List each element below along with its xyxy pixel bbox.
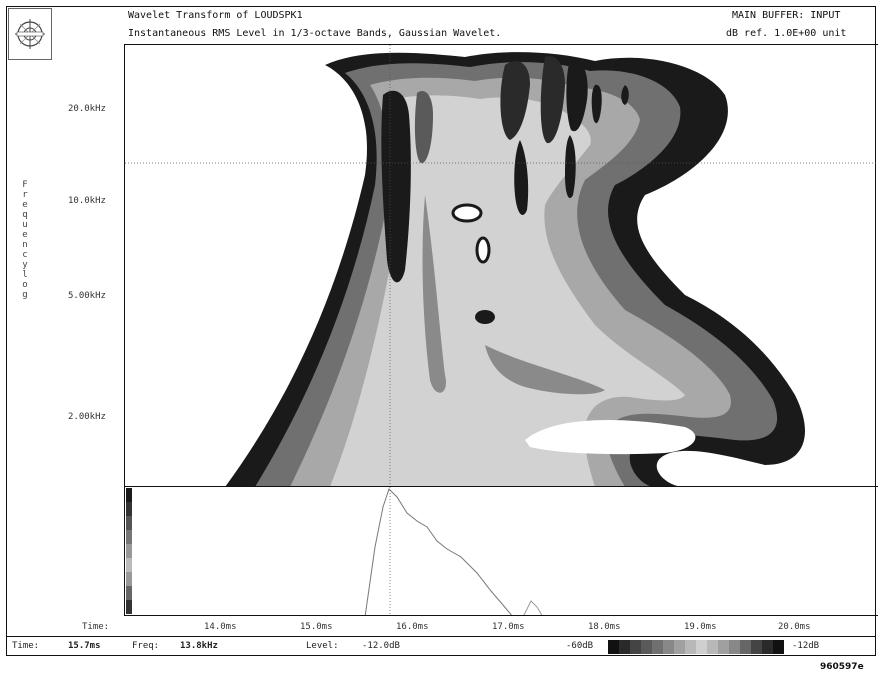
chart-title: Wavelet Transform of LOUDSPK1 <box>128 10 303 21</box>
xtick-20ms: 20.0ms <box>778 622 811 632</box>
freq-value: 13.8kHz <box>180 641 218 651</box>
ridge-6 <box>591 84 602 124</box>
level-label: Level: <box>306 641 339 651</box>
freq-label: Freq: <box>132 641 160 651</box>
ridge-7 <box>621 85 629 105</box>
wavelet-spectrogram-plot[interactable] <box>124 44 878 486</box>
ridge-3 <box>500 61 530 140</box>
y-axis-label: Frequency log <box>22 180 28 300</box>
xtick-17ms: 17.0ms <box>492 622 525 632</box>
xtick-18ms: 18.0ms <box>588 622 621 632</box>
level-curve-tail <box>523 600 543 615</box>
level-curve <box>364 488 512 615</box>
streak-2 <box>485 345 605 395</box>
logo-icon <box>15 19 45 49</box>
ridge-5 <box>566 59 588 132</box>
level-value: -12.0dB <box>362 641 400 651</box>
scale-min-label: -60dB <box>566 641 594 651</box>
figure-code: 960597e <box>820 662 864 672</box>
cursor-status-bar <box>6 636 876 656</box>
x-axis-label: Time: <box>82 622 110 632</box>
level-scale-bar <box>126 488 132 614</box>
hole-1 <box>451 203 483 223</box>
ytick-20khz: 20.0kHz <box>68 104 106 114</box>
level-time-plot[interactable] <box>124 486 878 616</box>
buffer-label: MAIN BUFFER: INPUT <box>732 10 841 21</box>
hole-2 <box>475 236 491 264</box>
time-value: 15.7ms <box>68 641 101 651</box>
tail-1 <box>514 140 529 215</box>
color-scale <box>608 639 784 654</box>
time-label: Time: <box>12 641 40 651</box>
ytick-2khz: 2.00kHz <box>68 412 106 422</box>
dark-spot <box>475 310 495 324</box>
ytick-10khz: 10.0kHz <box>68 196 106 206</box>
streak-1 <box>422 195 447 393</box>
chart-subtitle: Instantaneous RMS Level in 1/3-octave Ba… <box>128 28 502 39</box>
scale-max-label: -12dB <box>792 641 820 651</box>
tail-2 <box>565 135 576 199</box>
xtick-14ms: 14.0ms <box>204 622 237 632</box>
ridge-main <box>381 90 411 283</box>
hole-3 <box>525 420 696 455</box>
reference-label: dB ref. 1.0E+00 unit <box>726 28 847 39</box>
xtick-16ms: 16.0ms <box>396 622 429 632</box>
ridge-2 <box>414 91 433 164</box>
app-logo <box>8 8 52 60</box>
xtick-19ms: 19.0ms <box>684 622 717 632</box>
ytick-5khz: 5.00kHz <box>68 291 106 301</box>
ridge-4 <box>540 56 565 144</box>
xtick-15ms: 15.0ms <box>300 622 333 632</box>
